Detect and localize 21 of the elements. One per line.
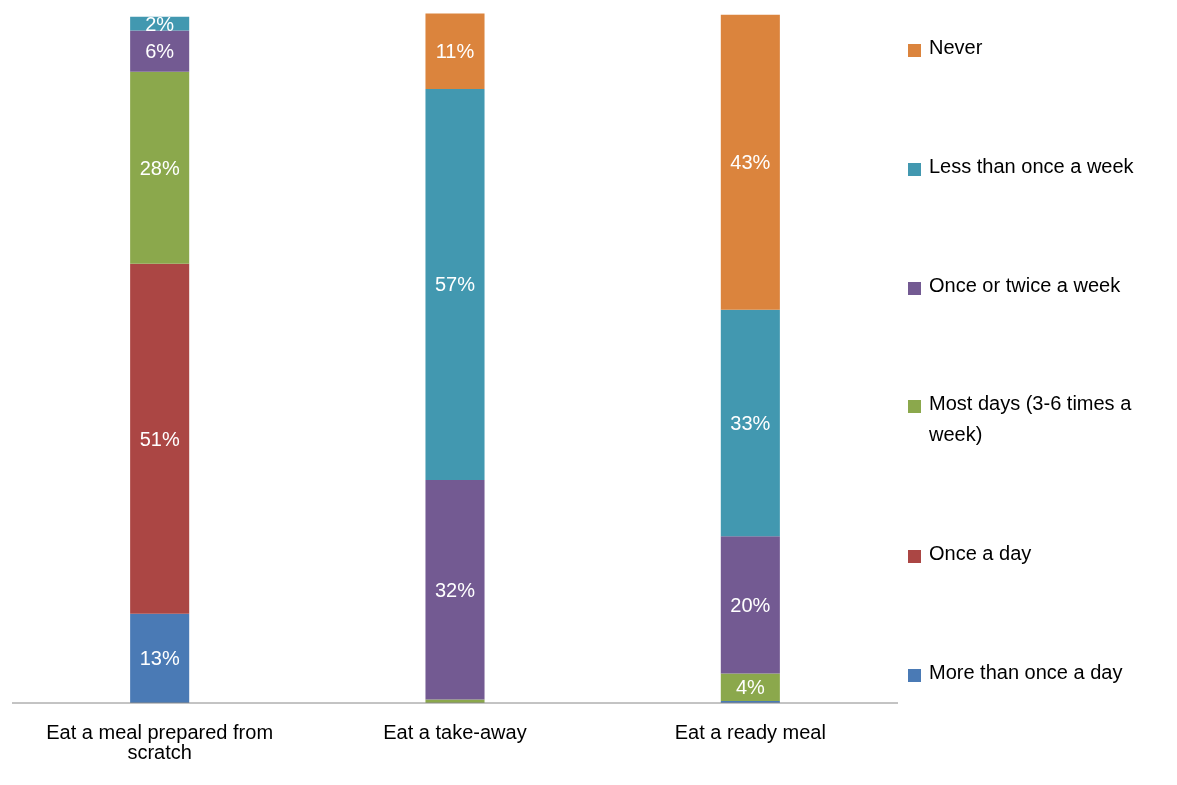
x-tick-label: Eat a take-away bbox=[383, 721, 527, 744]
legend-label: More than once a day bbox=[929, 660, 1123, 685]
x-tick-label: Eat a ready meal bbox=[674, 721, 826, 744]
data-label: 4% bbox=[735, 676, 765, 699]
data-label: 13% bbox=[139, 647, 180, 670]
data-label: 43% bbox=[730, 151, 771, 174]
legend-label: Once a day bbox=[929, 541, 1032, 567]
data-label: 6% bbox=[145, 40, 175, 63]
data-label: 57% bbox=[434, 273, 476, 296]
data-label: 32% bbox=[434, 578, 476, 601]
data-label: 2% bbox=[145, 12, 175, 35]
legend-label: Less than once a week bbox=[929, 153, 1134, 179]
legend-label: Once or twice a week bbox=[929, 272, 1121, 298]
data-label: 20% bbox=[730, 593, 771, 616]
legend-label: Never bbox=[929, 35, 983, 60]
legend-label: Most days (3-6 times a week) bbox=[929, 391, 1133, 448]
data-label: 11% bbox=[435, 40, 475, 63]
data-label: 28% bbox=[139, 156, 180, 179]
data-label: 51% bbox=[139, 427, 180, 450]
data-label: 33% bbox=[730, 412, 771, 435]
x-tick-label: Eat a meal prepared from scratch bbox=[46, 721, 274, 764]
